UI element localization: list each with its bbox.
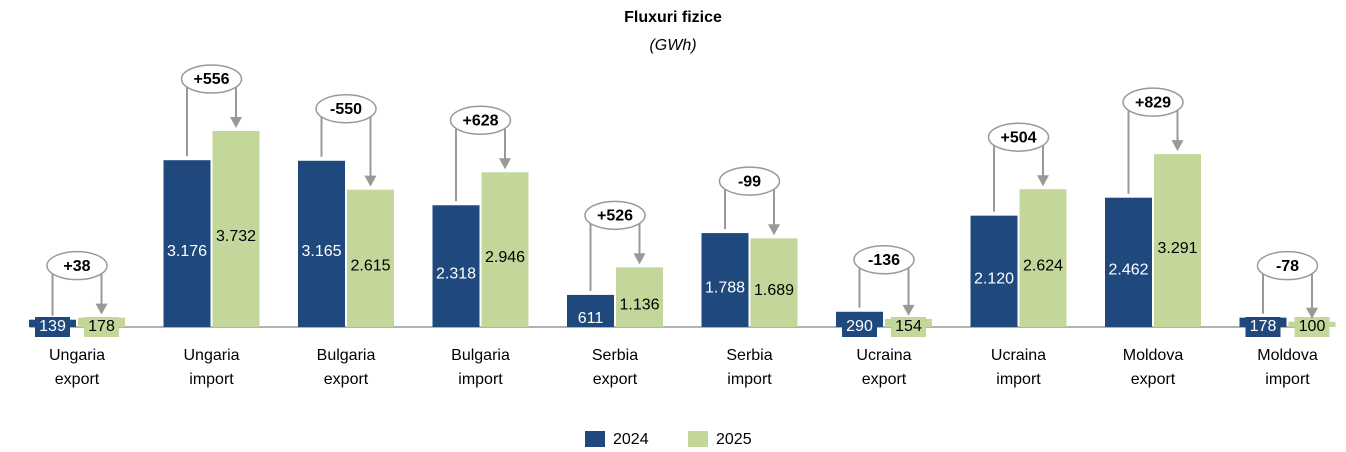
legend-label: 2024 — [613, 431, 649, 448]
bar — [1154, 154, 1201, 327]
difference-bubble — [987, 122, 1050, 152]
chart-subtitle: (GWh) — [649, 37, 696, 54]
bar — [347, 189, 394, 327]
value-label: 611 — [578, 310, 604, 327]
value-label: 154 — [895, 318, 922, 335]
x-tick-label: Ucraina export — [856, 347, 911, 388]
difference-bubble — [584, 200, 646, 231]
arrow-head — [1171, 140, 1184, 152]
label-box — [1245, 317, 1281, 337]
x-tick-label: Ungaria export — [49, 347, 105, 388]
value-label: 3.176 — [167, 243, 207, 260]
x-tick-label: Serbia export — [592, 347, 638, 388]
label-box — [1294, 317, 1330, 337]
value-label: 1.689 — [754, 282, 794, 299]
difference-bubble — [718, 166, 781, 196]
x-tick-label: Ucraina import — [991, 347, 1046, 388]
label-box — [891, 317, 926, 337]
difference-label: -136 — [868, 252, 900, 269]
value-label: 3.165 — [301, 243, 341, 260]
arrow-head — [902, 304, 915, 316]
bar — [481, 172, 529, 327]
difference-label: +38 — [63, 258, 90, 275]
value-label: 2.120 — [974, 271, 1014, 288]
difference-bubble — [180, 64, 243, 94]
difference-label: -78 — [1276, 258, 1299, 275]
value-label: 100 — [1299, 318, 1326, 335]
bar — [970, 215, 1018, 327]
difference-label: +628 — [462, 112, 498, 129]
difference-bubble — [449, 105, 512, 136]
difference-label: +504 — [1000, 129, 1036, 146]
legend-swatch — [585, 431, 605, 447]
label-box — [842, 317, 877, 337]
bar — [1019, 189, 1067, 327]
label-box — [35, 317, 70, 337]
x-tick-label: Bulgaria import — [451, 347, 510, 388]
bar — [163, 160, 211, 327]
difference-label: -99 — [738, 173, 761, 190]
arrow-head — [1306, 307, 1318, 319]
value-label: 178 — [88, 318, 115, 335]
legend-label: 2025 — [716, 431, 752, 448]
arrow-head — [633, 253, 646, 265]
arrow-head — [364, 175, 377, 187]
difference-bubble — [1122, 87, 1184, 117]
bar — [298, 160, 345, 327]
arrow-head — [230, 117, 242, 128]
value-label: 2.946 — [485, 249, 525, 266]
difference-label: -550 — [330, 101, 362, 118]
difference-bubble — [853, 245, 915, 275]
value-label: 3.291 — [1157, 240, 1197, 257]
x-tick-label: Moldova import — [1257, 347, 1318, 388]
bar — [750, 238, 798, 327]
bar — [1105, 197, 1152, 327]
difference-label: +556 — [193, 71, 229, 88]
x-tick-label: Bulgaria export — [317, 347, 376, 388]
value-label: 1.788 — [705, 279, 745, 296]
arrow-head — [95, 303, 108, 315]
bar — [616, 267, 663, 327]
bar — [212, 131, 260, 327]
difference-bubble — [1256, 250, 1319, 281]
bar — [567, 294, 614, 327]
value-label: 3.732 — [216, 228, 256, 245]
difference-bubble — [46, 250, 108, 281]
bar — [432, 205, 480, 327]
x-tick-label: Moldova export — [1123, 347, 1184, 388]
value-label: 2.318 — [436, 265, 476, 282]
value-label: 1.136 — [619, 296, 659, 313]
value-label: 2.615 — [350, 258, 390, 275]
difference-label: +526 — [597, 208, 633, 225]
difference-bubble — [315, 94, 377, 124]
value-label: 139 — [39, 318, 66, 335]
value-label: 290 — [846, 318, 873, 335]
chart-title: Fluxuri fizice — [624, 9, 722, 26]
bar — [701, 233, 749, 327]
x-tick-label: Serbia import — [726, 347, 772, 388]
x-tick-label: Ungaria import — [183, 347, 239, 388]
value-label: 2.624 — [1023, 257, 1063, 274]
arrow-head — [1037, 175, 1049, 187]
value-label: 178 — [1250, 318, 1277, 335]
legend-swatch — [688, 431, 708, 447]
difference-label: +829 — [1135, 94, 1171, 111]
arrow-head — [499, 158, 511, 170]
value-label: 2.462 — [1108, 262, 1148, 279]
arrow-head — [768, 224, 780, 236]
label-box — [84, 317, 119, 337]
